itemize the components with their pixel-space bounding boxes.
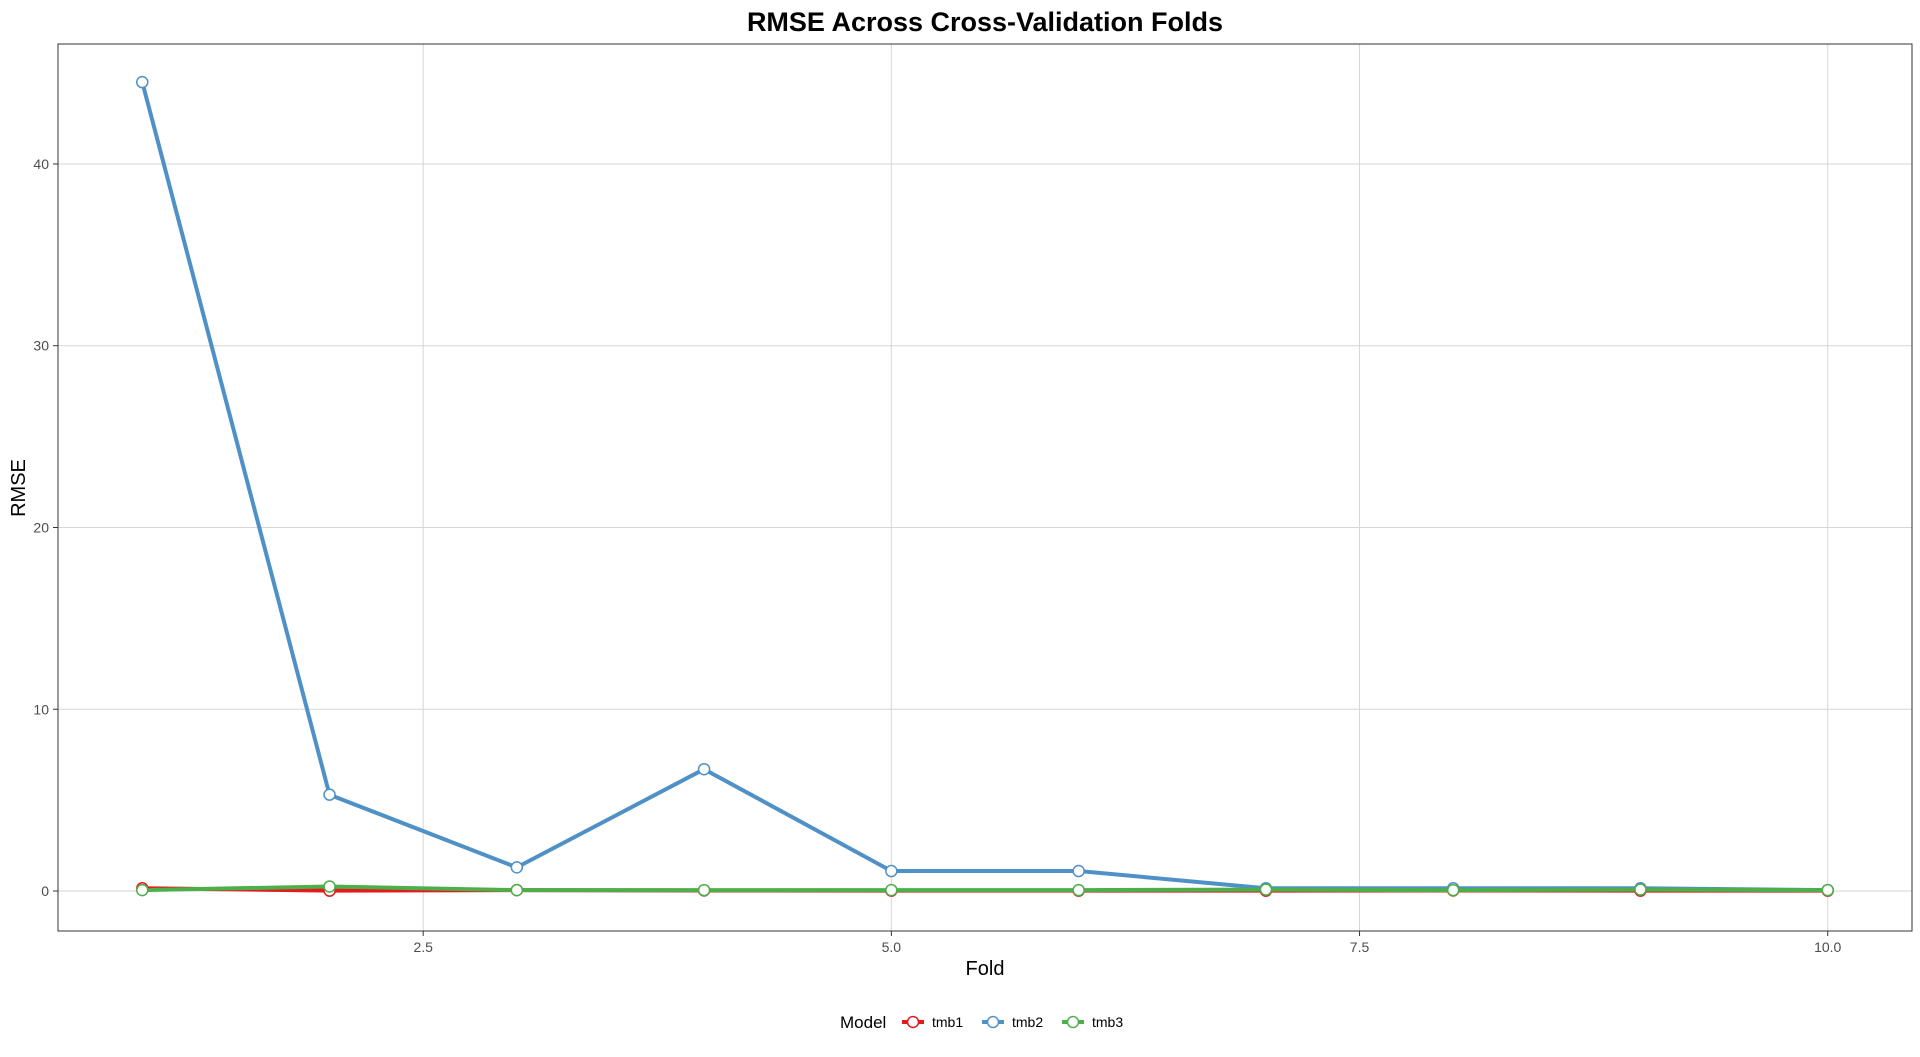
legend-item-tmb2: tmb2 [982,1014,1043,1030]
x-tick-label: 7.5 [1350,939,1370,955]
data-point-tmb2 [1072,864,1085,878]
y-tick-label: 20 [33,519,49,535]
data-point-tmb3 [323,880,336,893]
y-tick-label: 40 [33,156,49,172]
series-lines [140,80,1830,893]
y-axis-ticks: 0 10 20 30 40 [33,156,58,899]
legend-key-point [1066,1015,1080,1029]
data-point-tmb3 [885,883,898,897]
y-tick-label: 0 [41,883,49,899]
data-point-tmb2 [510,861,524,874]
data-point-tmb3 [1821,883,1834,897]
x-axis-ticks: 2.5 5.0 7.5 10.0 [413,931,1842,955]
x-tick-label: 10.0 [1814,939,1841,955]
data-point-tmb3 [1072,883,1085,897]
legend-label: tmb2 [1012,1014,1043,1030]
data-point-tmb2 [697,762,711,776]
data-point-tmb3 [1259,883,1273,896]
legend: Model tmb1 tmb2 tmb3 [840,1013,1123,1032]
legend-items: tmb1 tmb2 tmb3 [902,1014,1123,1030]
legend-item-tmb3: tmb3 [1062,1014,1123,1030]
chart-title: RMSE Across Cross-Validation Folds [747,7,1223,37]
legend-label: tmb1 [932,1014,963,1030]
legend-label: tmb3 [1092,1014,1123,1030]
legend-title: Model [840,1013,886,1032]
series-line-tmb2 [140,80,1830,893]
legend-key-point [906,1015,920,1029]
y-axis-title: RMSE [8,459,30,517]
data-point-tmb2 [323,788,336,801]
data-point-tmb3 [697,883,711,897]
legend-key-point [986,1015,1000,1029]
data-point-tmb3 [510,883,524,897]
series-line-tmb3 [140,884,1830,893]
legend-item-tmb1: tmb1 [902,1014,963,1030]
data-point-tmb2 [885,864,898,878]
data-point-tmb2 [136,75,149,89]
x-tick-label: 2.5 [413,939,433,955]
series-points [136,75,1834,897]
y-tick-label: 10 [33,701,49,717]
data-point-tmb3 [1634,883,1647,896]
data-point-tmb3 [1446,883,1460,897]
plot-panel-border [57,43,1913,932]
y-tick-label: 30 [33,338,49,354]
data-point-tmb3 [136,883,149,897]
x-tick-label: 5.0 [882,939,902,955]
x-axis-title: Fold [966,958,1005,980]
